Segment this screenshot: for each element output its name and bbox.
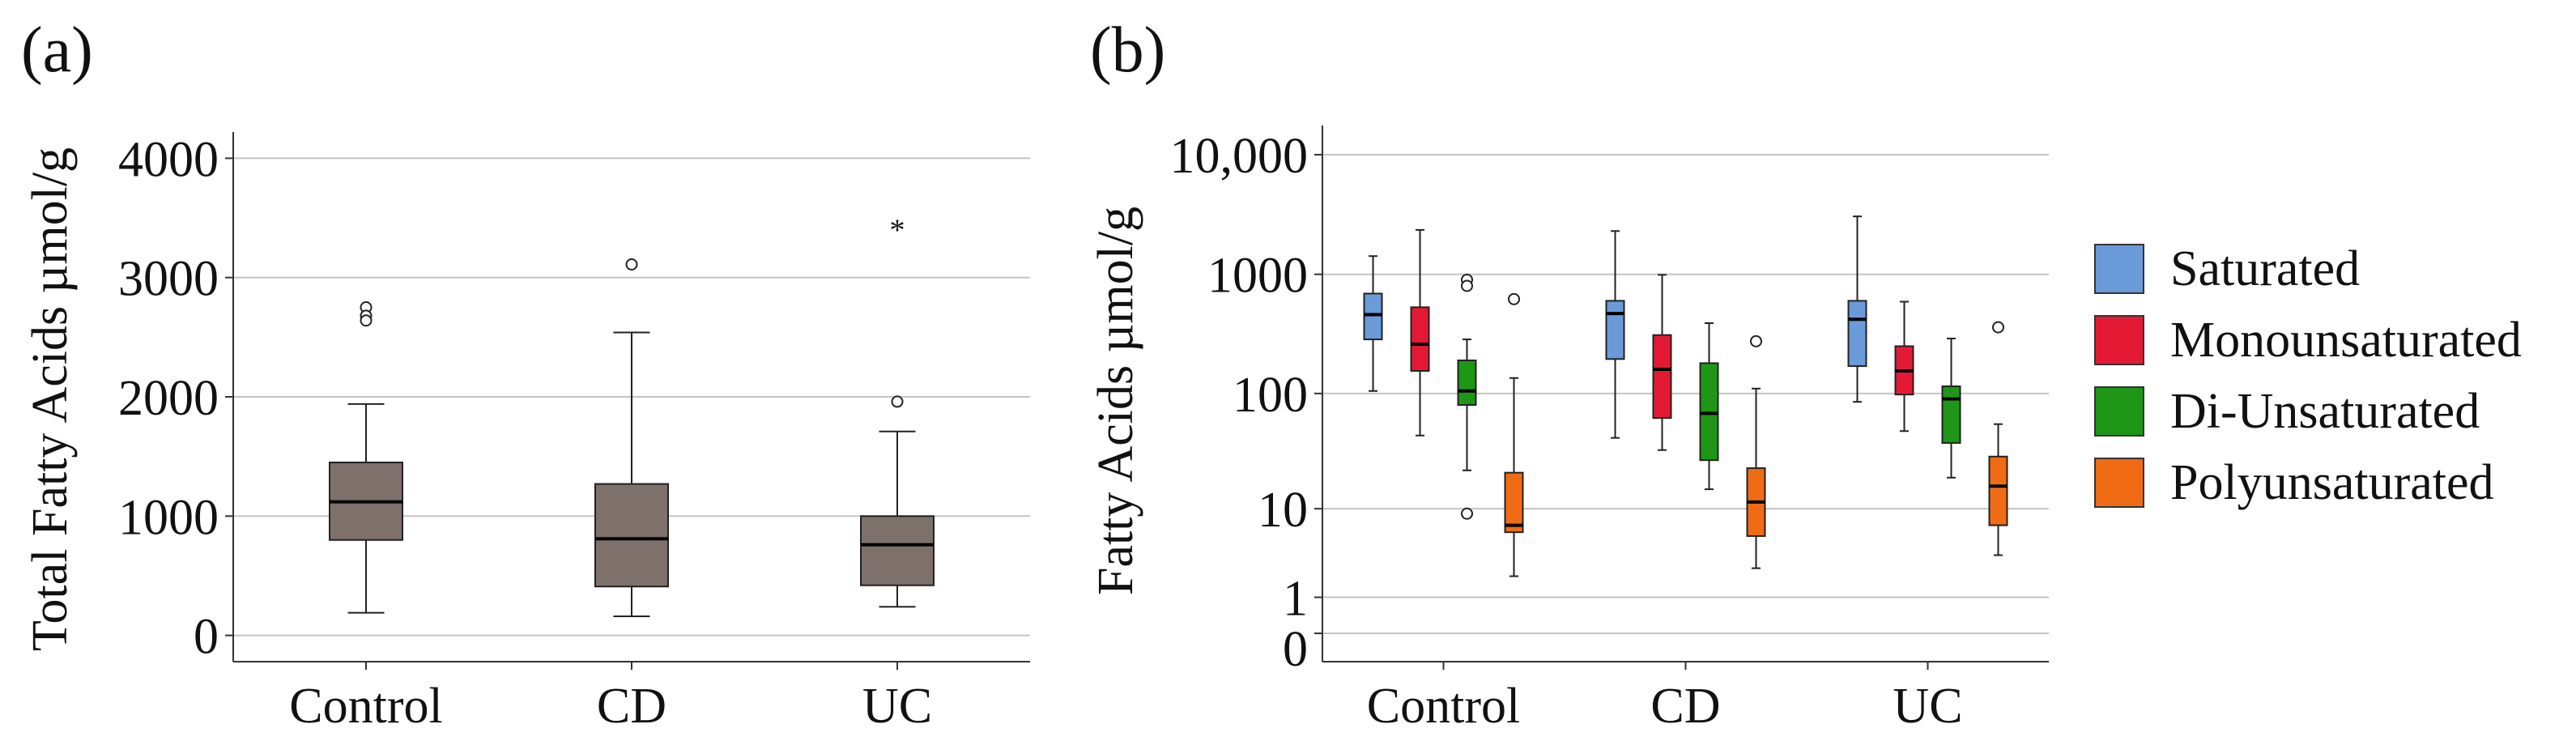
panel-b-di-unsaturated-control-iqr-box [1457, 359, 1477, 407]
panel-b-polyunsaturated-uc-box-group [1988, 321, 2008, 556]
panel-b-di-unsaturated-control-outlier-2 [1461, 507, 1473, 520]
panel-b-x-tick-label-cd: CD [1650, 679, 1720, 734]
panel-b-di-unsaturated-uc-box-group [1941, 337, 1961, 479]
panel-b-saturated-uc-iqr-box [1847, 300, 1867, 368]
panel-a-cd-box-group [594, 258, 669, 618]
panel-a-y-axis-label: Total Fatty Acids µmol/g [23, 147, 78, 651]
panel-a-y-tick-labels: 0 1000 2000 3000 4000 [118, 132, 219, 664]
panel-a-uc-outlier-0 [891, 395, 904, 408]
panel-a-x-tick-label-cd: CD [597, 679, 666, 734]
panel-b-saturated-control-iqr-box [1363, 292, 1383, 341]
legend-label-di-unsaturated: Di-Unsaturated [2170, 384, 2480, 439]
panel-a-y-tick-label-1000: 1000 [118, 490, 219, 545]
panel-a-boxes: * [329, 213, 935, 618]
panel-b-polyunsaturated-control-box-group [1504, 292, 1524, 577]
panel-b-y-tick-label-100: 100 [1233, 368, 1308, 423]
panel-a-x-tick-label-control: Control [289, 679, 442, 734]
panel-a-label: (a) [21, 15, 93, 86]
panel-b: (b) Fatty Acids µmol/g 01 10 100 1000 10,000… [1088, 15, 2522, 734]
legend-swatch-saturated [2094, 244, 2144, 294]
panel-a-x-tick-label-uc: UC [862, 679, 932, 734]
legend-swatch-monounsaturated [2094, 315, 2144, 365]
panel-b-polyunsaturated-cd-outlier-0 [1750, 334, 1762, 347]
panel-b-y-tick-label-10000: 10,000 [1170, 129, 1309, 184]
panel-b-di-unsaturated-control-box-group [1457, 273, 1477, 520]
panel-b-monounsaturated-cd-iqr-box [1652, 334, 1672, 420]
panel-b-di-unsaturated-cd-iqr-box [1699, 362, 1719, 462]
panel-b-polyunsaturated-uc-outlier-0 [1992, 321, 2004, 334]
panel-b-y-tick-label-1000: 1000 [1207, 249, 1308, 304]
panel-a-y-tick-label-2000: 2000 [118, 371, 219, 426]
panel-b-y-tick-labels: 01 10 100 1000 10,000 [1170, 129, 1309, 677]
panel-b-legend: Saturated Monounsaturated Di-Unsaturated Po… [2094, 241, 2522, 510]
panel-a-cd-iqr-box [594, 483, 669, 588]
legend-label-monounsaturated: Monounsaturated [2170, 313, 2522, 368]
panel-b-gridlines [1322, 154, 2049, 634]
panel-a-control-box-group [329, 301, 403, 614]
panel-a-uc-outlier-1: * [890, 213, 905, 247]
panel-b-polyunsaturated-uc-iqr-box [1988, 455, 2008, 526]
panel-b-di-unsaturated-uc-iqr-box [1941, 385, 1961, 444]
panel-b-polyunsaturated-control-outlier-0 [1508, 292, 1520, 305]
panel-b-saturated-control-box-group [1363, 255, 1383, 392]
panel-b-x-tick-label-uc: UC [1893, 679, 1962, 734]
panel-b-y-tick-label-10: 10 [1258, 483, 1308, 538]
panel-b-saturated-uc-box-group [1847, 215, 1867, 403]
panel-a-control-outlier-2 [360, 314, 373, 327]
panel-b-y-tick-label-0: 0 [1283, 622, 1308, 677]
panel-b-y-tick-label-1: 1 [1283, 572, 1308, 627]
panel-b-monounsaturated-uc-box-group [1894, 300, 1914, 432]
panel-b-x-tick-labels: Control CD UC [1367, 679, 1963, 734]
panel-b-monounsaturated-cd-box-group [1652, 274, 1672, 451]
panel-a-y-tick-label-0: 0 [194, 610, 219, 665]
panel-b-polyunsaturated-control-iqr-box [1504, 471, 1524, 534]
panel-a-uc-iqr-box [860, 515, 935, 586]
panel-a: (a) Total Fatty Acids µmol/g 0 1000 2000 30… [21, 15, 1030, 734]
panel-a-y-tick-label-4000: 4000 [118, 132, 219, 187]
panel-a-y-tick-label-3000: 3000 [118, 252, 219, 307]
panel-b-monounsaturated-control-iqr-box [1410, 306, 1430, 372]
panel-b-di-unsaturated-cd-box-group [1699, 322, 1719, 491]
panel-b-saturated-cd-box-group [1605, 230, 1625, 439]
panel-a-uc-box-group: * [860, 213, 935, 608]
panel-b-polyunsaturated-cd-box-group [1746, 334, 1766, 569]
panel-a-axes [225, 132, 1030, 670]
panel-b-y-axis-label: Fatty Acids µmol/g [1088, 207, 1143, 595]
legend-label-saturated: Saturated [2170, 241, 2360, 296]
panel-b-x-tick-label-control: Control [1367, 679, 1520, 734]
panel-b-label: (b) [1090, 15, 1165, 86]
legend-swatch-di-unsaturated [2094, 386, 2144, 437]
legend-label-polyunsaturated: Polyunsaturated [2170, 455, 2494, 510]
panel-b-axes [1314, 126, 2049, 670]
panel-b-di-unsaturated-control-outlier-1 [1461, 279, 1473, 292]
legend-swatch-polyunsaturated [2094, 458, 2144, 508]
panel-a-x-tick-labels: Control CD UC [289, 679, 932, 734]
panel-a-cd-outlier-0 [625, 258, 638, 271]
panel-b-boxes [1363, 215, 2008, 577]
panel-b-saturated-cd-iqr-box [1605, 300, 1625, 360]
panel-b-monounsaturated-control-box-group [1410, 228, 1430, 437]
